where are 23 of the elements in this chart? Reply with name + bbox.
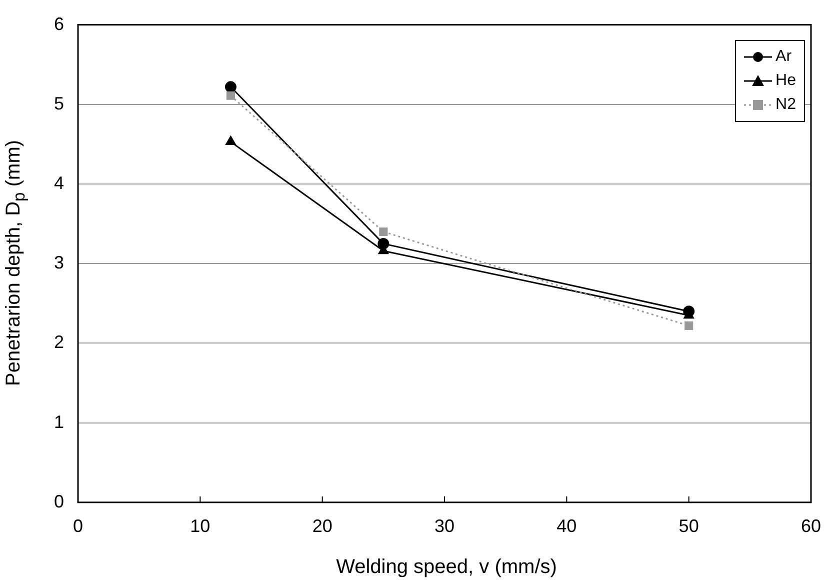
point (684, 321, 694, 330)
x-tick-label: 0 (73, 516, 84, 536)
x-axis-title: Welding speed, v (mm/s) (335, 556, 558, 579)
y-tick-label: 1 (54, 412, 64, 432)
point (379, 227, 388, 236)
x-tick-label: 40 (556, 516, 577, 536)
legend-label: He (776, 72, 796, 90)
legend-label: Ar (776, 48, 792, 66)
y-tick-label: 0 (54, 491, 64, 512)
x-tick-label: 30 (434, 516, 455, 536)
point (226, 91, 235, 100)
point (226, 136, 236, 146)
legend-label: N2 (776, 96, 796, 114)
y-tick-label: 5 (54, 93, 64, 114)
y-tick-label: 3 (54, 252, 64, 273)
x-tick-label: 50 (678, 516, 699, 536)
x-tick-label: 20 (312, 516, 332, 536)
x-tick-label: 10 (190, 516, 210, 536)
point (224, 81, 236, 93)
y-tick-label: 2 (54, 332, 64, 352)
y-tick-label: 6 (54, 14, 64, 34)
x-tick-label: 60 (800, 516, 822, 536)
y-tick-label: 4 (54, 172, 64, 193)
